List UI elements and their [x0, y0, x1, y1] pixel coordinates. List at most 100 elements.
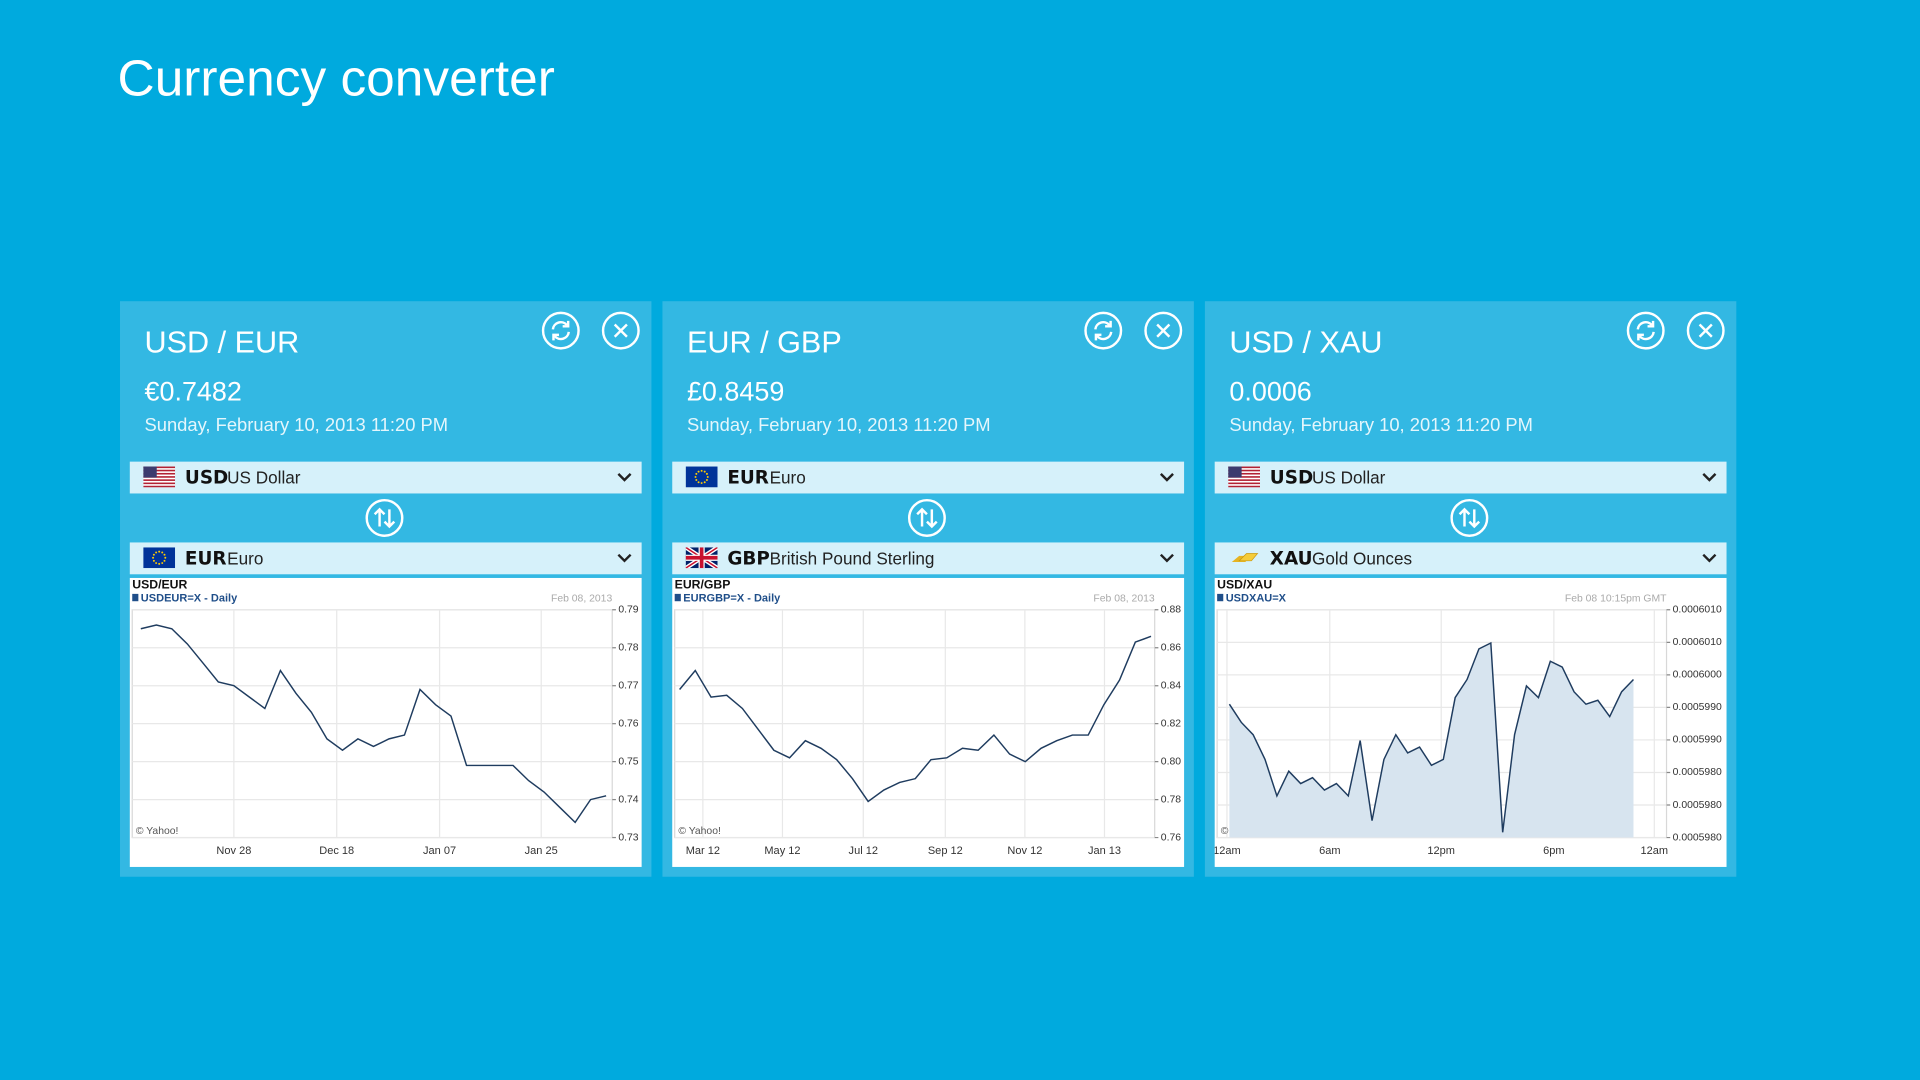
chart-panel: Mar 12 May 12 Jul 12 Sep 12 Nov 12 Jan 13 0.76… — [672, 578, 1185, 867]
y-tick-label: 0.82 — [1161, 718, 1181, 729]
x-tick-label: Jan 13 — [1088, 845, 1121, 857]
legend-swatch — [1217, 593, 1224, 602]
y-tick-label: 0.77 — [618, 680, 638, 691]
legend-swatch — [674, 593, 681, 602]
currency-dropdown[interactable]: EUR Euro — [672, 461, 1185, 494]
x-tick-label: 6pm — [1543, 845, 1564, 857]
currency-code: EUR — [727, 466, 769, 489]
refresh-button[interactable] — [1084, 311, 1123, 350]
y-tick-label: 0.86 — [1161, 643, 1181, 654]
flag-icon — [143, 466, 176, 488]
chart-date: Feb 08, 2013 — [551, 594, 612, 605]
currency-card: EUR / GBP £0.8459 Sunday, February 10, 201… — [662, 301, 1194, 877]
rate-value: 0.0006 — [1229, 375, 1312, 407]
y-tick-label: 0.0005990 — [1673, 735, 1722, 746]
currency-code: EUR — [184, 547, 227, 570]
currency-code: XAU — [1269, 547, 1313, 570]
chart: Mar 12 May 12 Jul 12 Sep 12 Nov 12 Jan 13 0.76… — [674, 578, 1181, 857]
x-tick-label: Jan 25 — [525, 845, 558, 857]
x-tick-label: 6am — [1319, 845, 1340, 857]
chart-panel: Nov 28 Dec 18 Jan 07 Jan 25 0.73 0.74 0.75 0.76… — [129, 578, 642, 867]
chart-symbol: EURGBP=X - Daily — [683, 593, 781, 605]
rate-value: £0.8459 — [686, 375, 785, 407]
y-tick-label: 0.0006010 — [1673, 637, 1722, 648]
y-tick-label: 0.0006010 — [1673, 605, 1722, 616]
x-tick-label: Sep 12 — [928, 845, 963, 857]
pair-label: USD / EUR — [144, 325, 300, 361]
currency-dropdown[interactable]: USD US Dollar — [1214, 461, 1727, 494]
y-tick-label: 0.76 — [1161, 832, 1181, 843]
chart-date: Feb 08 10:15pm GMT — [1565, 594, 1667, 605]
y-tick-label: 0.0005980 — [1673, 767, 1722, 778]
currency-dropdown[interactable]: XAU Gold Ounces — [1214, 542, 1727, 575]
chart-credit: © Yahoo! — [678, 826, 721, 837]
chevron — [1702, 473, 1717, 482]
chart-title: EUR/GBP — [675, 578, 731, 592]
currency-name: British Pound Sterling — [769, 548, 935, 569]
chart-credit: © Yahoo! — [136, 826, 179, 837]
swap-button[interactable] — [1450, 498, 1489, 537]
chevron — [1702, 553, 1717, 563]
refresh-button[interactable] — [541, 311, 580, 350]
x-tick-label: Mar 12 — [686, 845, 720, 857]
legend-swatch — [132, 593, 139, 602]
y-tick-label: 0.78 — [618, 643, 638, 654]
swap-button[interactable] — [365, 498, 404, 537]
x-tick-label: Jan 07 — [423, 845, 456, 857]
x-tick-label: May 12 — [764, 845, 800, 857]
x-tick-label: 12am — [1215, 845, 1241, 857]
y-tick-label: 0.75 — [618, 756, 638, 767]
close-button[interactable] — [1144, 311, 1183, 350]
currency-code: USD — [184, 466, 229, 489]
chevron — [617, 553, 632, 563]
x-tick-label: Jul 12 — [849, 845, 878, 857]
price-line — [679, 635, 1152, 803]
y-tick-label: 0.84 — [1161, 680, 1181, 691]
chart: Nov 28 Dec 18 Jan 07 Jan 25 0.73 0.74 0.75 0.76… — [131, 578, 639, 857]
currency-name: US Dollar — [227, 467, 301, 488]
x-tick-label: 12pm — [1427, 845, 1455, 857]
x-tick-label: Nov 28 — [216, 845, 251, 857]
flag-icon — [1231, 553, 1259, 563]
currency-name: Gold Ounces — [1312, 548, 1413, 569]
y-tick-label: 0.0005990 — [1673, 702, 1722, 713]
x-tick-label: Nov 12 — [1007, 845, 1042, 857]
flag-icon — [143, 547, 176, 569]
y-tick-label: 0.80 — [1161, 756, 1181, 767]
chart: 12am 6am 12pm 6pm 12am 0.0005980 0.0005980 0.00… — [1213, 578, 1722, 857]
close-button[interactable] — [1686, 311, 1725, 350]
price-line — [140, 624, 607, 824]
refresh-button[interactable] — [1626, 311, 1665, 350]
flag-icon — [685, 547, 718, 569]
y-tick-label: 0.0005980 — [1673, 832, 1722, 843]
y-tick-label: 0.0006000 — [1673, 670, 1722, 681]
y-tick-label: 0.79 — [618, 605, 638, 616]
page-title: Currency converter — [117, 48, 555, 107]
currency-dropdown[interactable]: USD US Dollar — [129, 461, 642, 494]
y-tick-label: 0.78 — [1161, 794, 1181, 805]
currency-name: Euro — [769, 467, 806, 488]
y-tick-label: 0.73 — [618, 832, 638, 843]
currency-code: GBP — [727, 547, 770, 570]
chevron — [1159, 553, 1174, 563]
currency-dropdown[interactable]: GBP British Pound Sterling — [672, 542, 1185, 575]
currency-dropdown[interactable]: EUR Euro — [129, 542, 642, 575]
chevron — [1159, 473, 1174, 482]
chart-symbol: USDEUR=X - Daily — [141, 593, 238, 605]
chart-title: USD/EUR — [132, 578, 187, 592]
pair-label: EUR / GBP — [686, 325, 842, 361]
flag-icon — [685, 466, 718, 488]
rate-date: Sunday, February 10, 2013 11:20 PM — [1229, 415, 1533, 436]
flag-icon — [1228, 466, 1261, 488]
chevron — [617, 473, 632, 482]
pair-label: USD / XAU — [1229, 325, 1383, 361]
y-tick-label: 0.88 — [1161, 605, 1181, 616]
chart-panel: 12am 6am 12pm 6pm 12am 0.0005980 0.0005980 0.00… — [1213, 578, 1727, 867]
price-line — [1228, 641, 1634, 833]
close-button[interactable] — [601, 311, 640, 350]
rate-date: Sunday, February 10, 2013 11:20 PM — [686, 415, 991, 436]
swap-button[interactable] — [907, 498, 946, 537]
y-tick-label: 0.74 — [618, 794, 638, 805]
